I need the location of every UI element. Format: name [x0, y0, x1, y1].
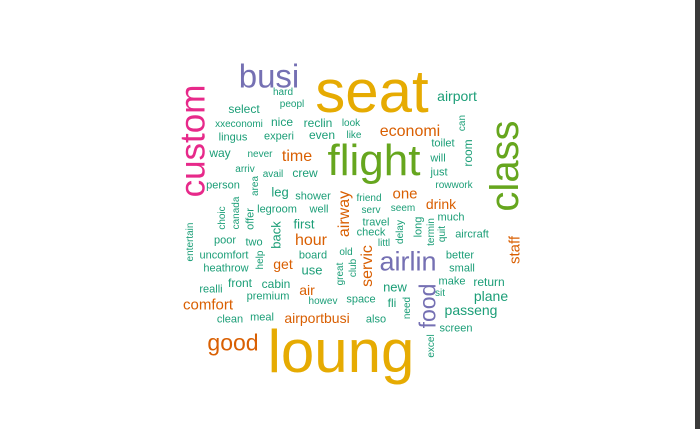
word-realli: realli — [199, 283, 223, 296]
word-leg: leg — [271, 184, 289, 200]
word-lingus: lingus — [218, 131, 248, 144]
word-need: need — [402, 296, 413, 320]
word-littl: littl — [377, 238, 391, 249]
word-toilet: toilet — [431, 137, 455, 150]
word-comfort: comfort — [182, 296, 234, 314]
word-canada: canada — [231, 196, 242, 230]
word-premium: premium — [246, 290, 290, 303]
word-nice: nice — [270, 115, 294, 129]
word-howev: howev — [308, 296, 338, 307]
word-good: good — [207, 329, 259, 356]
word-serv: serv — [361, 205, 381, 216]
word-fli: fli — [387, 296, 397, 310]
word-seat: seat — [315, 58, 429, 125]
word-hard: hard — [272, 87, 294, 98]
word-quit: quit — [437, 225, 448, 243]
word-experi: experi — [264, 130, 294, 143]
word-room: room — [461, 139, 475, 167]
word-person: person — [206, 179, 240, 192]
word-select: select — [228, 102, 260, 116]
word-rowwork: rowwork — [435, 180, 473, 191]
word-arriv: arriv — [235, 164, 255, 175]
word-xxeconomi: xxeconomi — [215, 119, 263, 130]
word-look: look — [341, 118, 361, 129]
word-clean: clean — [216, 313, 244, 326]
word-staff: staff — [506, 235, 524, 265]
word-excel: excel — [426, 334, 437, 358]
word-loung: loung — [267, 318, 415, 385]
word-offer: offer — [244, 208, 257, 230]
word-long: long — [412, 216, 425, 238]
word-legroom: legroom — [257, 203, 297, 216]
word-back: back — [268, 221, 284, 249]
word-delay: delay — [395, 220, 406, 244]
word-better: better — [445, 249, 475, 262]
word-can: can — [457, 114, 468, 132]
word-get: get — [273, 256, 293, 272]
word-two: two — [245, 236, 263, 249]
word-entertain: entertain — [185, 222, 196, 262]
word-poor: poor — [213, 234, 237, 247]
word-airlin: airlin — [379, 246, 437, 277]
word-air: air — [299, 282, 315, 298]
word-flight: flight — [327, 136, 421, 185]
word-return: return — [473, 275, 505, 289]
window-edge — [695, 0, 700, 429]
word-uncomfort: uncomfort — [199, 249, 249, 262]
word-plane: plane — [473, 288, 509, 304]
word-peopl: peopl — [279, 99, 305, 110]
word-passeng: passeng — [444, 302, 498, 318]
word-make: make — [438, 275, 466, 288]
word-cabin: cabin — [261, 277, 291, 291]
word-meal: meal — [250, 311, 274, 324]
word-crew: crew — [292, 166, 318, 180]
word-airport: airport — [437, 88, 477, 104]
word-time: time — [281, 148, 313, 165]
word-economi: economi — [379, 123, 441, 140]
word-area: area — [250, 175, 261, 197]
word-one: one — [392, 185, 418, 203]
word-airway: airway — [336, 190, 353, 238]
word-class: class — [483, 120, 527, 212]
word-avail: avail — [262, 169, 284, 180]
word-termin: termin — [426, 218, 437, 246]
word-sit: sit — [435, 288, 445, 299]
word-reclin: reclin — [303, 116, 333, 130]
word-screen: screen — [439, 322, 473, 335]
word-friend: friend — [356, 193, 382, 204]
word-way: way — [209, 146, 231, 160]
word-even: even — [308, 128, 336, 142]
word-use: use — [301, 262, 323, 278]
word-also: also — [365, 313, 387, 326]
word-board: board — [298, 249, 328, 262]
word-help: help — [255, 250, 266, 270]
word-new: new — [383, 279, 407, 295]
word-space: space — [346, 293, 376, 306]
word-drink: drink — [425, 196, 457, 212]
word-well: well — [309, 203, 329, 216]
word-shower: shower — [295, 190, 331, 203]
word-busi: busi — [238, 57, 300, 95]
word-seem: seem — [390, 203, 416, 214]
word-check: check — [356, 226, 386, 239]
word-like: like — [346, 130, 362, 141]
word-will: will — [430, 152, 446, 165]
word-never: never — [247, 149, 273, 160]
word-travel: travel — [362, 216, 390, 229]
word-old: old — [339, 247, 353, 258]
word-small: small — [449, 262, 475, 275]
word-servic: servic — [359, 245, 376, 287]
word-heathrow: heathrow — [203, 262, 249, 275]
word-hour: hour — [294, 232, 328, 249]
word-choic: choic — [217, 206, 228, 230]
word-first: first — [293, 216, 315, 232]
word-airportbusi: airportbusi — [284, 310, 350, 326]
word-aircraft: aircraft — [455, 228, 489, 241]
word-much: much — [437, 211, 465, 224]
word-front: front — [227, 276, 253, 290]
word-just: just — [430, 166, 448, 179]
word-club: club — [348, 258, 359, 278]
word-great: great — [335, 262, 346, 286]
